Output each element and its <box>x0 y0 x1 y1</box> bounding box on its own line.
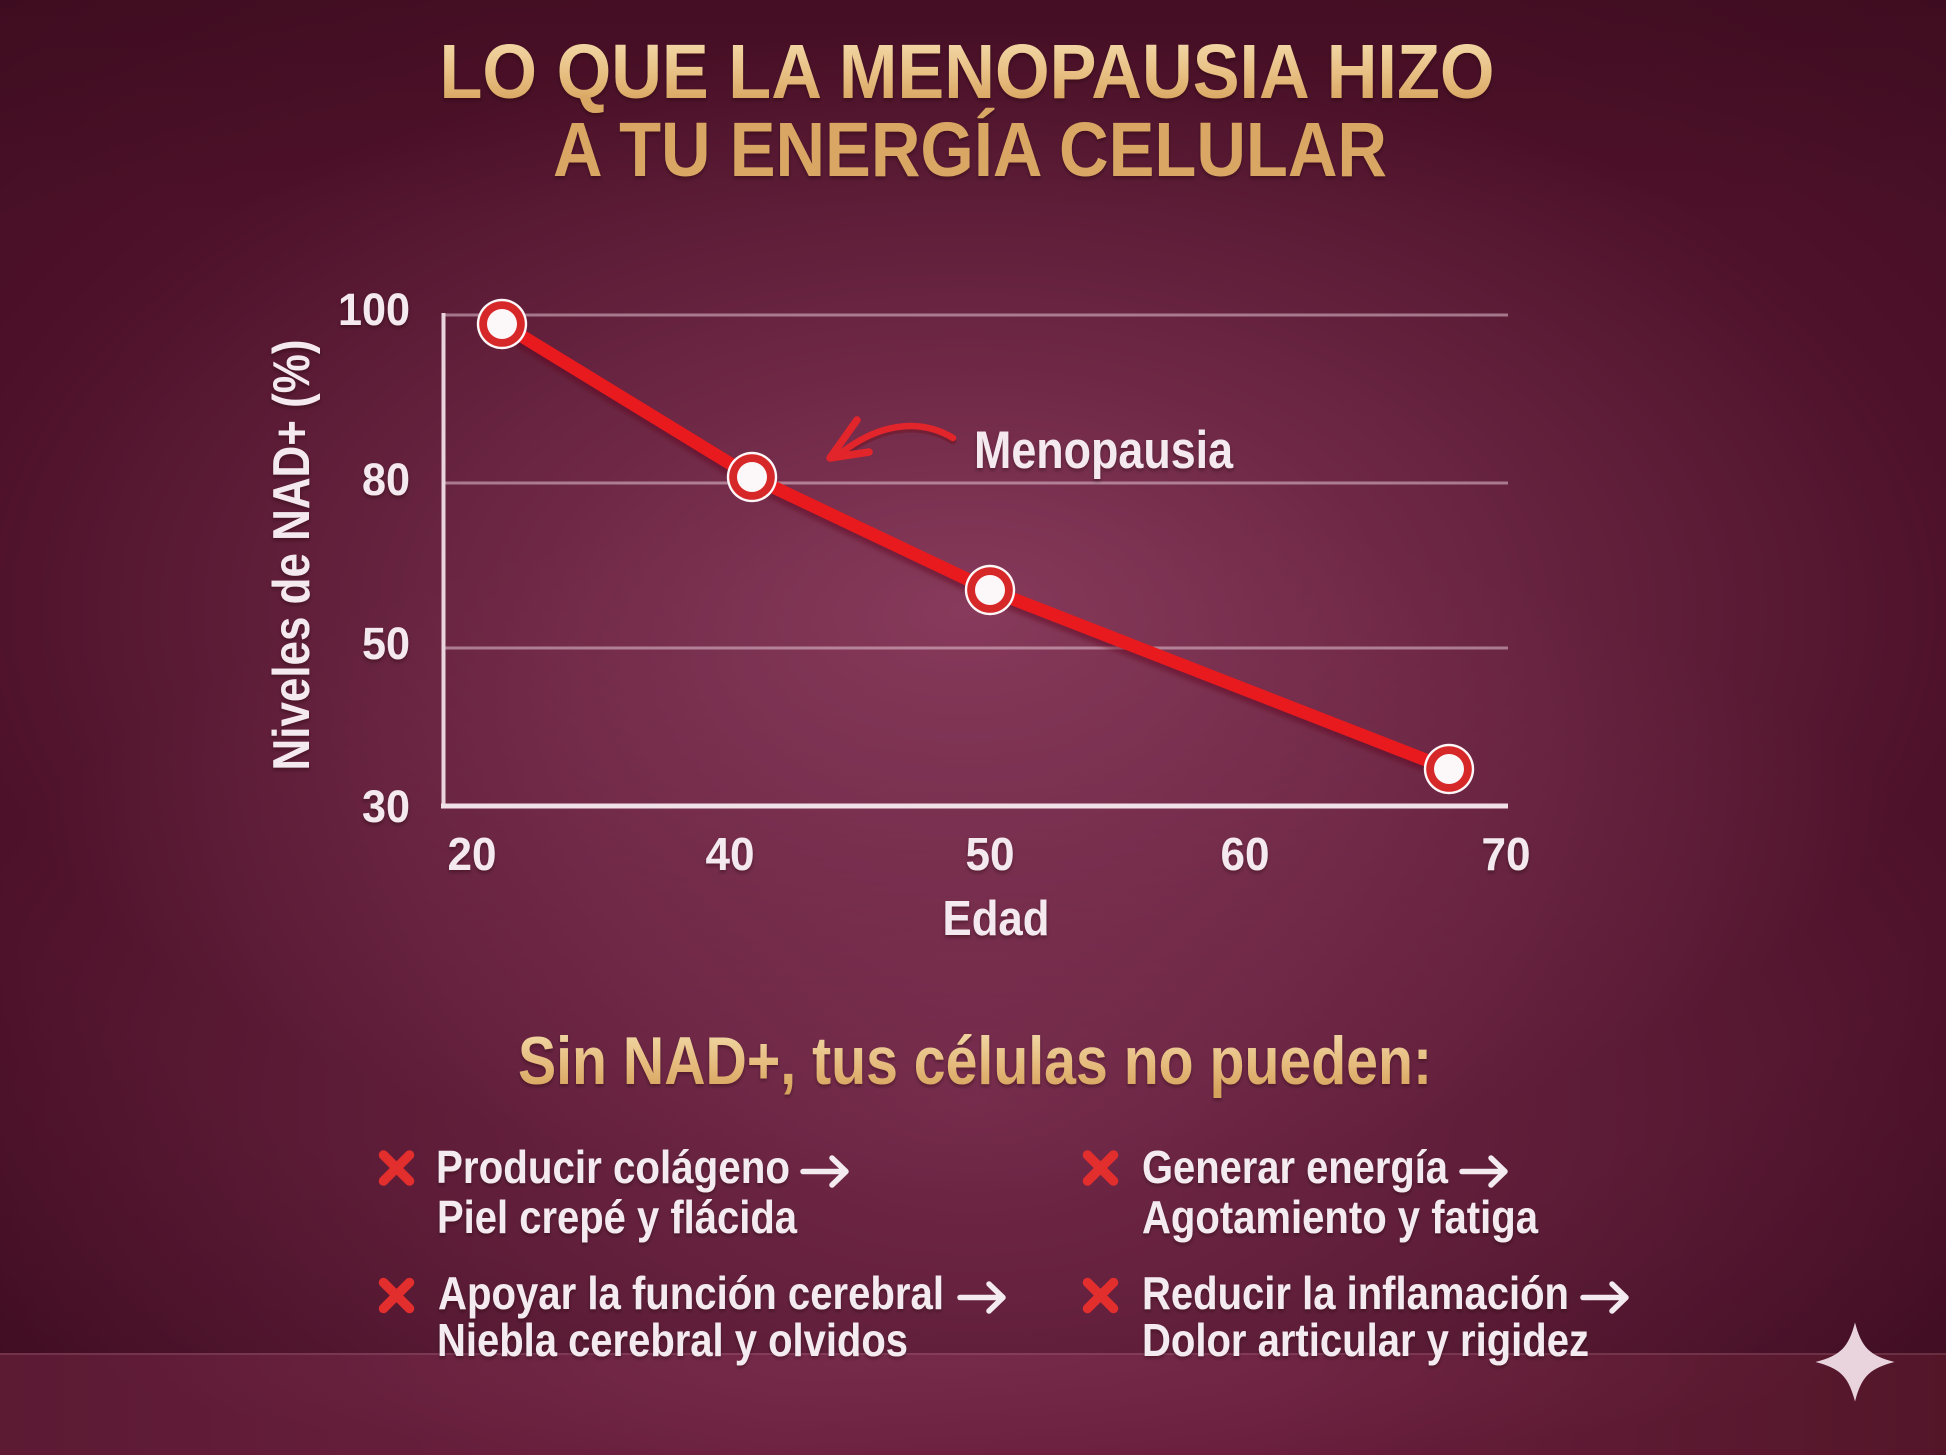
svg-text:Piel crepé y flácida: Piel crepé y flácida <box>437 1191 797 1243</box>
svg-text:80: 80 <box>362 454 410 505</box>
svg-text:Niebla cerebral y olvidos: Niebla cerebral y olvidos <box>437 1314 908 1366</box>
svg-text:A TU ENERGÍA CELULAR: A TU ENERGÍA CELULAR <box>553 107 1387 193</box>
svg-text:Sin NAD+, tus células no puede: Sin NAD+, tus células no pueden: <box>518 1023 1432 1099</box>
svg-text:50: 50 <box>362 618 410 669</box>
svg-text:Producir colágeno: Producir colágeno <box>436 1141 790 1193</box>
svg-text:Apoyar la función cerebral: Apoyar la función cerebral <box>438 1267 944 1319</box>
svg-text:Agotamiento y fatiga: Agotamiento y fatiga <box>1142 1191 1538 1243</box>
svg-text:100: 100 <box>338 284 410 335</box>
svg-text:30: 30 <box>362 781 410 832</box>
svg-text:20: 20 <box>448 828 497 880</box>
svg-text:Generar energía: Generar energía <box>1142 1141 1448 1193</box>
svg-text:Niveles de NAD+ (%): Niveles de NAD+ (%) <box>263 340 321 771</box>
svg-text:Edad: Edad <box>943 892 1050 946</box>
svg-text:40: 40 <box>706 828 755 880</box>
svg-text:Reducir la inflamación: Reducir la inflamación <box>1142 1267 1569 1319</box>
svg-text:50: 50 <box>966 828 1015 880</box>
svg-text:LO QUE LA MENOPAUSIA HIZO: LO QUE LA MENOPAUSIA HIZO <box>440 29 1495 115</box>
svg-text:70: 70 <box>1482 828 1531 880</box>
svg-text:60: 60 <box>1221 828 1270 880</box>
svg-text:Menopausia: Menopausia <box>974 421 1233 480</box>
svg-text:Dolor articular y rigidez: Dolor articular y rigidez <box>1142 1314 1589 1366</box>
